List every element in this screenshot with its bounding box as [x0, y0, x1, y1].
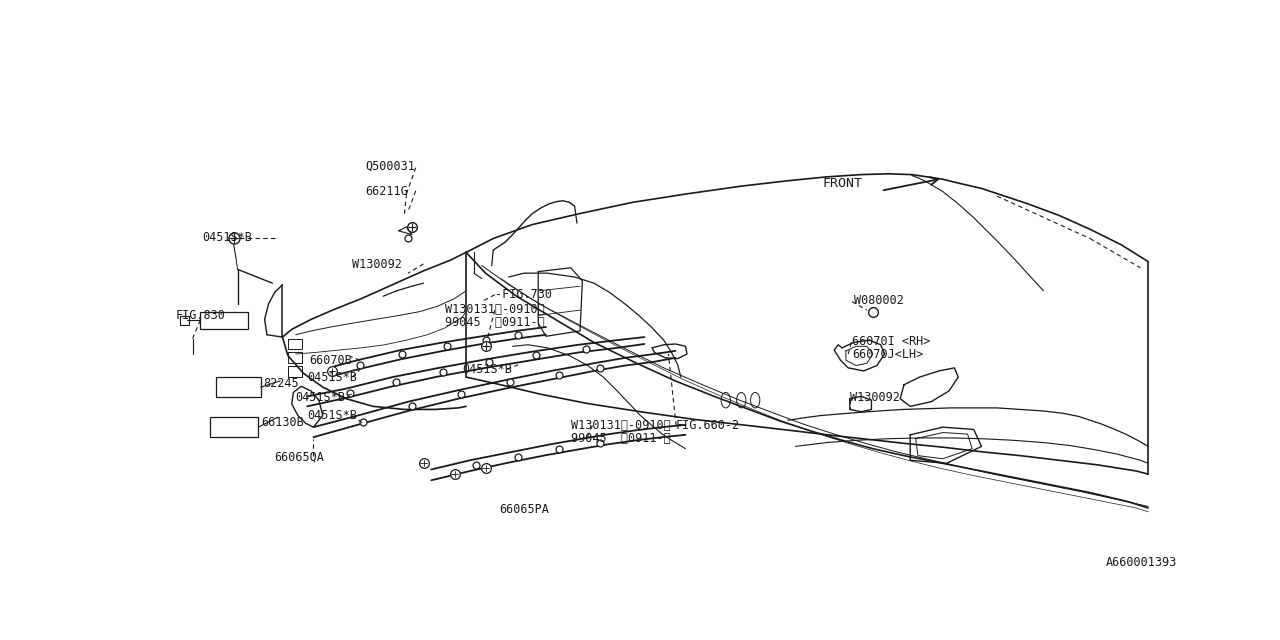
Bar [200, 312, 248, 328]
Text: A660001393: A660001393 [1106, 556, 1176, 569]
Text: FIG.830: FIG.830 [175, 308, 225, 321]
Text: W130131（-0910）: W130131（-0910） [445, 303, 545, 316]
Text: 0451S*B: 0451S*B [296, 391, 346, 404]
Text: 66065PA: 66065PA [499, 504, 549, 516]
Text: 99045  （0911-）: 99045 （0911-） [445, 316, 545, 328]
Bar [210, 417, 259, 437]
Text: 0451S*B: 0451S*B [462, 364, 512, 376]
Text: W130131（-0910）: W130131（-0910） [571, 419, 671, 433]
Bar [288, 353, 302, 364]
Text: 82245: 82245 [264, 377, 298, 390]
Text: FIG.660-2: FIG.660-2 [676, 419, 740, 431]
Text: -FIG.730: -FIG.730 [495, 288, 552, 301]
Text: FRONT: FRONT [823, 177, 863, 190]
Text: W130092: W130092 [850, 391, 900, 404]
Bar [180, 316, 189, 324]
Text: 99045  （0911-）: 99045 （0911-） [571, 432, 671, 445]
Text: W130092: W130092 [352, 258, 402, 271]
Text: 66070I <RH>: 66070I <RH> [852, 335, 931, 348]
Text: 0451S*B: 0451S*B [202, 231, 252, 244]
Text: 66211G: 66211G [365, 184, 408, 198]
Text: 66130B: 66130B [261, 415, 303, 429]
Text: W080002: W080002 [854, 294, 904, 307]
Bar [216, 377, 261, 397]
Text: 66070J<LH>: 66070J<LH> [852, 348, 923, 361]
Text: Q500031: Q500031 [365, 160, 415, 173]
Text: 66065QA: 66065QA [275, 451, 325, 463]
Bar [288, 339, 302, 349]
Text: 66070B: 66070B [308, 354, 352, 367]
Text: 0451S*B: 0451S*B [307, 371, 357, 384]
Bar [288, 366, 302, 377]
Text: 0451S*B: 0451S*B [307, 410, 357, 422]
